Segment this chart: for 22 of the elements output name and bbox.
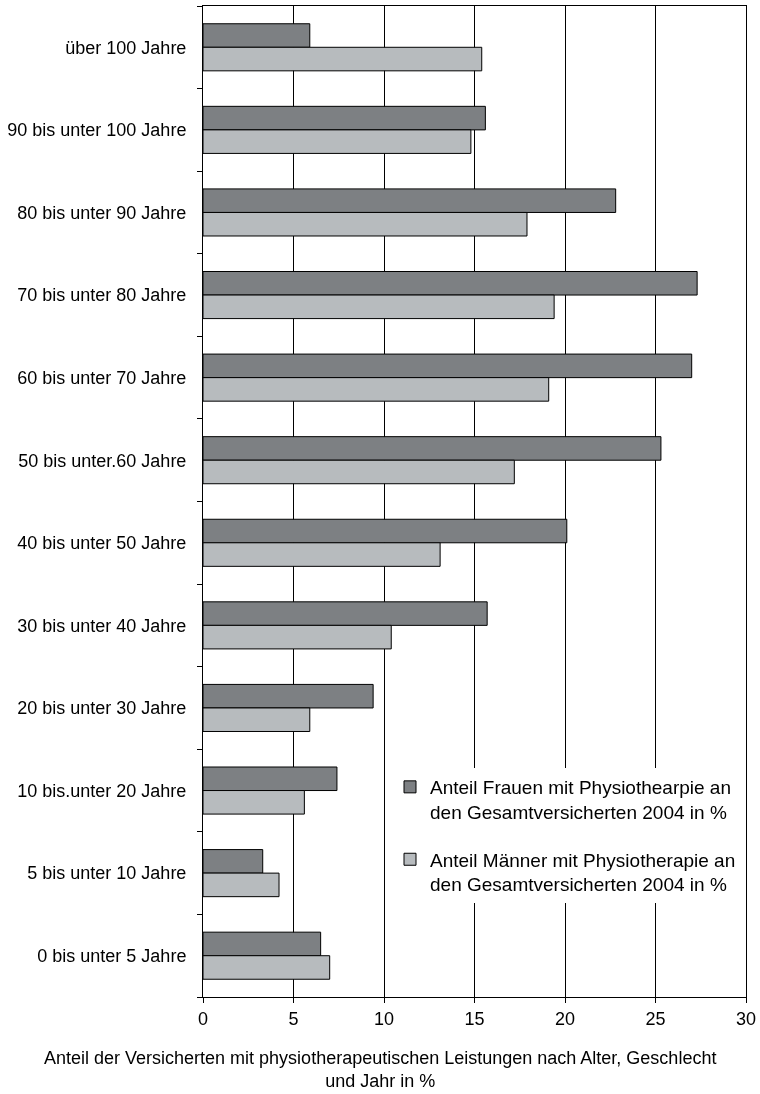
- x-axis-title: Anteil der Versicherten mit physiotherapeutischen Leistungen nach Alter, Geschlecht und Jahr in %: [44, 1048, 717, 1092]
- y-tick-label: 60 bis unter 70 Jahre: [17, 367, 187, 388]
- legend-label: Anteil Frauen mit Physiothearpie an den Gesamtversicherten 2004 in %: [430, 777, 731, 823]
- y-tick-label: 20 bis unter 30 Jahre: [17, 698, 187, 719]
- x-tick-label: 10: [373, 1008, 395, 1029]
- x-tick-label: 5: [288, 1008, 299, 1029]
- legend-label: Anteil Männer mit Physiotherapie an den Gesamtversicherten 2004 in %: [430, 849, 736, 896]
- y-tick-label: 50 bis unter.60 Jahre: [18, 450, 187, 471]
- x-tick-label: 20: [554, 1008, 576, 1029]
- y-tick-label: 5 bis unter 10 Jahre: [27, 863, 187, 884]
- x-tick-label: 15: [464, 1008, 485, 1029]
- y-tick-label: 0 bis unter 5 Jahre: [37, 946, 187, 967]
- x-tick-label: 25: [645, 1008, 666, 1029]
- y-tick-label: 80 bis unter 90 Jahre: [17, 202, 187, 223]
- x-tick-label: 30: [735, 1008, 757, 1029]
- y-tick-label: 90 bis unter 100 Jahre: [7, 120, 187, 141]
- x-tick-label: 0: [197, 1008, 209, 1029]
- y-tick-label: 40 bis unter 50 Jahre: [17, 533, 187, 554]
- y-tick-label: 70 bis unter 80 Jahre: [17, 285, 187, 306]
- y-tick-label: über 100 Jahre: [65, 37, 187, 58]
- y-tick-label: 10 bis.unter 20 Jahre: [17, 780, 187, 801]
- y-tick-label: 30 bis unter 40 Jahre: [17, 615, 187, 636]
